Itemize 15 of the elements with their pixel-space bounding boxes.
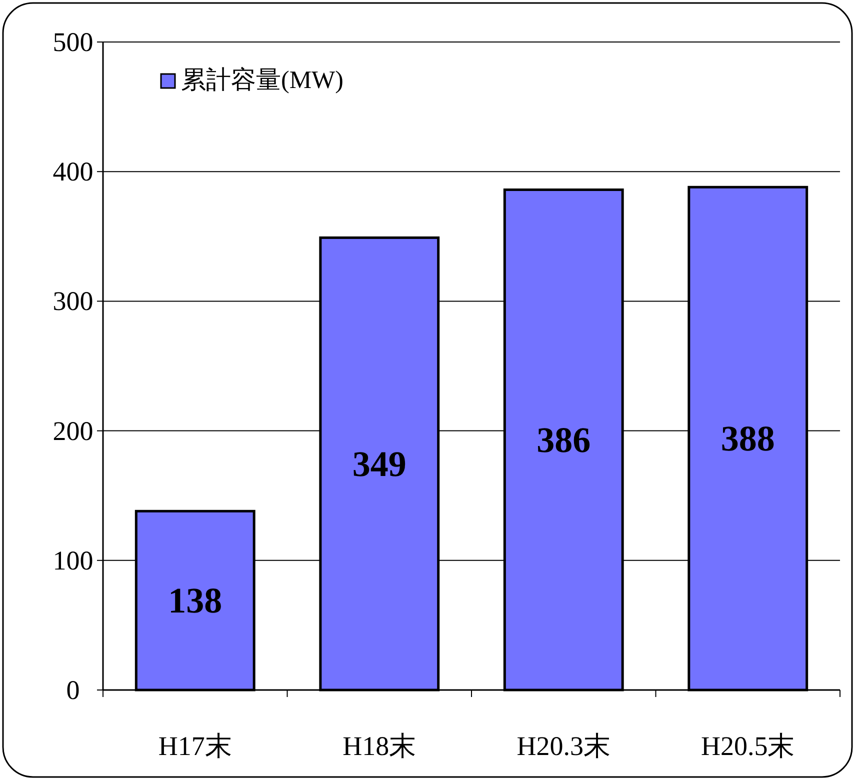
x-tick-label: H20.3末 — [516, 731, 610, 761]
y-tick-label: 200 — [52, 416, 94, 446]
data-label: 138 — [168, 580, 222, 621]
x-tick-label: H17末 — [158, 731, 232, 761]
data-label: 349 — [352, 444, 406, 484]
y-tick-label: 300 — [52, 286, 94, 316]
y-tick-label: 500 — [52, 27, 94, 57]
legend-label: 累計容量(MW) — [181, 66, 344, 94]
y-tick-label: 0 — [66, 675, 80, 705]
x-tick-label: H20.5末 — [701, 731, 795, 761]
x-tick-label: H18末 — [342, 731, 416, 761]
y-tick-label: 100 — [52, 545, 94, 576]
y-tick-label: 400 — [52, 156, 94, 187]
data-label: 386 — [536, 420, 591, 460]
data-label: 388 — [720, 418, 775, 459]
